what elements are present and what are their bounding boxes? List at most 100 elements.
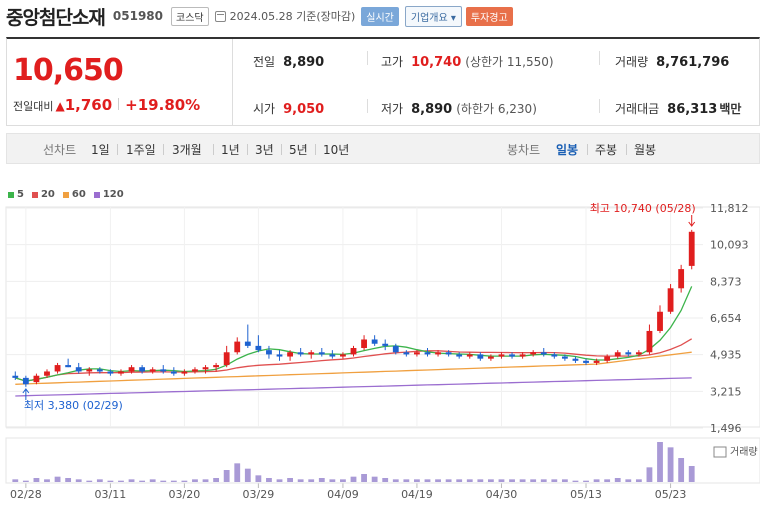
- realtime-button[interactable]: 실시간: [361, 6, 399, 26]
- volume-bar: [54, 476, 61, 482]
- tab-3y[interactable]: 3년: [255, 143, 274, 157]
- tab-weekly[interactable]: 주봉: [595, 143, 618, 157]
- candle: [54, 362, 61, 374]
- volume-bar: [287, 478, 293, 482]
- volume-bar: [118, 480, 124, 482]
- candle-body: [657, 311, 663, 331]
- tab-3m[interactable]: 3개월: [172, 143, 202, 157]
- candle-body: [593, 360, 600, 363]
- tab-monthly[interactable]: 월봉: [634, 143, 657, 157]
- candle-body: [487, 356, 494, 359]
- volume-bar: [276, 479, 283, 482]
- change-value: 1,760: [64, 96, 113, 114]
- volume-bar: [170, 480, 177, 482]
- candle: [456, 352, 463, 359]
- candle-body: [149, 369, 156, 372]
- candle: [509, 352, 515, 359]
- volume-bar: [561, 479, 568, 482]
- volume-bar: [519, 479, 526, 482]
- volume-bar: [234, 463, 241, 482]
- candle-body: [371, 339, 378, 344]
- legend-ma60: 60: [62, 189, 86, 200]
- candle-body: [572, 358, 579, 361]
- volume-bar: [266, 478, 272, 482]
- candle: [403, 350, 410, 357]
- candle: [414, 350, 420, 357]
- tab-1y[interactable]: 1년: [221, 143, 240, 157]
- candle: [266, 345, 272, 359]
- candle-body: [403, 352, 410, 355]
- candle-body: [614, 352, 621, 357]
- candle-body: [456, 354, 463, 357]
- candle: [371, 335, 378, 346]
- volume-bar: [551, 479, 558, 482]
- candle-body: [688, 231, 695, 266]
- legend-ma5: 5: [8, 189, 24, 200]
- candle-body: [519, 354, 526, 357]
- candle-body: [86, 369, 93, 372]
- volume-icon: [713, 446, 727, 458]
- calendar-icon: [214, 10, 226, 22]
- tab-10y[interactable]: 10년: [323, 143, 350, 157]
- investment-warning-badge: 투자경고: [465, 6, 513, 26]
- candle-body: [276, 354, 283, 357]
- ma60-line: [15, 351, 692, 385]
- volume-bar: [33, 478, 40, 482]
- candle-body: [118, 371, 124, 374]
- candle: [297, 348, 304, 357]
- candle: [604, 354, 611, 363]
- volume-bar: [572, 480, 579, 482]
- candle: [75, 362, 82, 374]
- volume-bar: [583, 480, 589, 482]
- candle-body: [244, 341, 251, 346]
- min-arrow-icon: [22, 388, 30, 400]
- volume-bar: [308, 479, 315, 482]
- tab-daily[interactable]: 일봉: [556, 143, 579, 157]
- volume-bar: [540, 479, 547, 482]
- volume-bar: [12, 479, 19, 482]
- volume-bar: [509, 479, 515, 482]
- candle-body: [678, 269, 685, 289]
- plot-area: [5, 206, 760, 428]
- candle: [329, 350, 336, 359]
- ma20-line: [15, 338, 693, 382]
- candle-body: [445, 352, 452, 355]
- tab-5y[interactable]: 5년: [289, 143, 308, 157]
- company-overview-dropdown[interactable]: 기업개요 ▾: [404, 5, 462, 27]
- candle: [170, 367, 177, 376]
- candle: [498, 352, 505, 359]
- candle: [65, 358, 72, 368]
- current-price-box: 10,650 전일대비 ▲ 1,760 +19.80%: [7, 39, 233, 126]
- tab-1d[interactable]: 1일: [91, 143, 110, 157]
- candle: [657, 305, 663, 334]
- ma120-line: [15, 377, 692, 397]
- candle-body: [297, 352, 304, 355]
- tab-1w[interactable]: 1주일: [126, 143, 156, 157]
- y-tick-label: 3,215: [710, 385, 742, 398]
- candle-body: [382, 343, 389, 346]
- max-price-label: 최고 10,740 (05/28): [590, 202, 696, 215]
- candle: [561, 354, 568, 361]
- candle-body: [170, 371, 177, 374]
- current-price: 10,650: [13, 53, 124, 88]
- y-tick-label: 1,496: [710, 422, 742, 435]
- candle: [350, 345, 357, 357]
- candle-body: [414, 352, 420, 355]
- volume-bar: [403, 479, 410, 482]
- candle-body: [160, 369, 167, 372]
- line-chart-label: 선차트: [43, 143, 77, 157]
- x-tick-label: 03/11: [95, 488, 127, 501]
- candle: [424, 348, 431, 357]
- candle-body: [75, 367, 82, 372]
- candle-body: [361, 339, 367, 349]
- volume-bar: [213, 478, 220, 482]
- x-tick-label: 05/23: [655, 488, 687, 501]
- volume-bar: [255, 475, 262, 482]
- candle-body: [509, 354, 515, 357]
- volume-bar: [487, 479, 494, 482]
- candle-body: [33, 375, 40, 383]
- stock-name: 중앙첨단소재: [6, 6, 106, 29]
- volume-bar: [688, 466, 695, 482]
- candle-body: [477, 354, 484, 359]
